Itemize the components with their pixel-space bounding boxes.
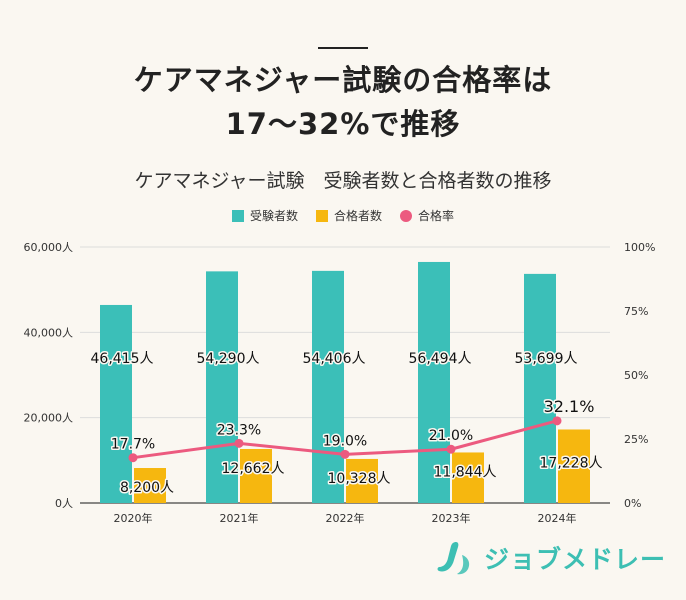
main-title: ケアマネジャー試験の合格率は 17～32%で推移 bbox=[0, 58, 686, 146]
x-tick-label: 2021年 bbox=[220, 511, 259, 525]
data-label-pass-rate: 21.0% bbox=[429, 428, 473, 444]
bar-applicants bbox=[418, 261, 450, 503]
legend-label-passers: 合格者数 bbox=[333, 209, 382, 223]
data-label-applicants: 54,406人 bbox=[303, 351, 366, 367]
data-label-pass-rate: 32.1% bbox=[544, 397, 595, 416]
brand-logo: ジョブメドレー bbox=[434, 538, 666, 578]
y-left-tick-label: 20,000人 bbox=[24, 412, 74, 425]
title-rule bbox=[318, 47, 368, 49]
point-pass-rate bbox=[552, 416, 562, 426]
y-right-tick-label: 25% bbox=[624, 433, 648, 446]
legend-item-applicants: 受験者数 bbox=[231, 207, 298, 224]
x-tick-label: 2023年 bbox=[432, 511, 471, 525]
chart-title: ケアマネジャー試験 受験者数と合格者数の推移 bbox=[134, 170, 552, 192]
legend-label-applicants: 受験者数 bbox=[249, 209, 298, 223]
legend-swatch-rate bbox=[400, 209, 412, 222]
point-pass-rate bbox=[446, 444, 456, 454]
data-label-applicants: 56,494人 bbox=[409, 351, 472, 367]
data-label-pass-rate: 23.3% bbox=[217, 422, 261, 438]
data-label-applicants: 54,290人 bbox=[197, 351, 260, 367]
data-label-applicants: 46,415人 bbox=[91, 351, 154, 367]
brand-name: ジョブメドレー bbox=[484, 545, 667, 574]
chart-legend: 受験者数 合格者数 合格率 bbox=[0, 207, 686, 224]
point-pass-rate bbox=[234, 438, 244, 448]
bar-applicants bbox=[524, 273, 556, 503]
bar-passers bbox=[558, 429, 590, 503]
data-label-pass-rate: 19.0% bbox=[323, 433, 367, 449]
data-label-pass-rate: 17.7% bbox=[111, 437, 155, 453]
bar-passers bbox=[240, 448, 272, 503]
legend-item-passers: 合格者数 bbox=[315, 207, 382, 224]
bar-passers bbox=[346, 458, 378, 503]
main-title-line-1: ケアマネジャー試験の合格率は bbox=[133, 63, 553, 97]
y-right-tick-label: 50% bbox=[624, 369, 648, 382]
data-label-applicants: 53,699人 bbox=[515, 351, 578, 367]
bar-applicants bbox=[100, 304, 132, 503]
brand-mark-icon bbox=[437, 542, 470, 575]
bar-applicants bbox=[312, 270, 344, 503]
point-pass-rate bbox=[340, 449, 350, 459]
y-left-tick-label: 0人 bbox=[55, 497, 73, 510]
x-tick-label: 2022年 bbox=[326, 511, 365, 525]
data-label-passers: 17,228人 bbox=[540, 455, 603, 471]
data-label-passers: 8,200人 bbox=[120, 480, 174, 496]
x-tick-label: 2020年 bbox=[114, 511, 153, 525]
y-right-tick-label: 100% bbox=[624, 241, 655, 254]
point-pass-rate bbox=[128, 453, 138, 463]
legend-swatch-passers bbox=[315, 209, 328, 222]
x-tick-label: 2024年 bbox=[538, 511, 577, 525]
y-left-tick-label: 40,000人 bbox=[24, 326, 74, 339]
data-label-passers: 12,662人 bbox=[222, 461, 285, 477]
y-left-tick-label: 60,000人 bbox=[24, 241, 74, 254]
legend-item-rate: 合格率 bbox=[400, 207, 454, 224]
legend-label-rate: 合格率 bbox=[418, 209, 455, 223]
main-title-line-2: 17～32%で推移 bbox=[225, 107, 461, 141]
y-right-tick-label: 75% bbox=[624, 305, 648, 318]
y-right-tick-label: 0% bbox=[624, 497, 641, 510]
data-label-passers: 11,844人 bbox=[434, 464, 497, 480]
bar-applicants bbox=[206, 271, 238, 503]
data-label-passers: 10,328人 bbox=[328, 471, 391, 487]
bar-passers bbox=[134, 468, 166, 503]
legend-swatch-applicants bbox=[231, 209, 244, 222]
bar-passers bbox=[452, 452, 484, 503]
